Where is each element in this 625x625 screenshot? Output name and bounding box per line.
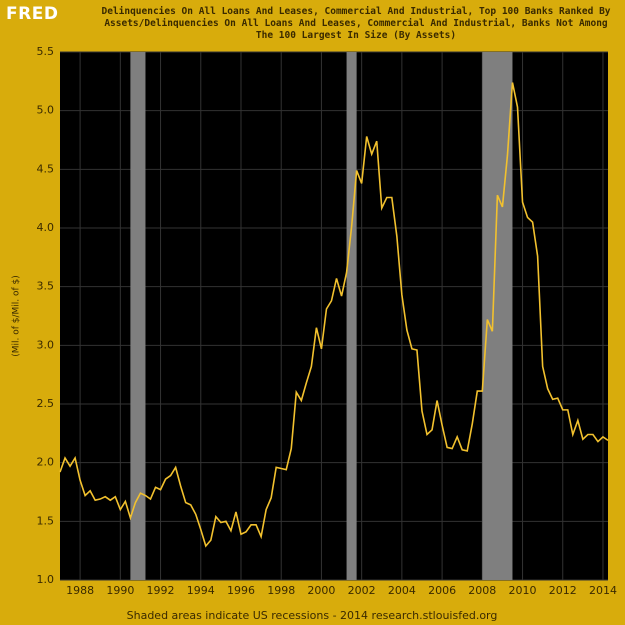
recession-band <box>482 52 513 580</box>
x-tick-label: 2008 <box>468 584 496 597</box>
y-tick-label: 3.0 <box>37 338 55 351</box>
y-tick-label: 1.5 <box>37 514 55 527</box>
y-tick-label: 2.0 <box>37 456 55 469</box>
y-tick-label: 5.5 <box>37 45 55 58</box>
x-tick-label: 1992 <box>147 584 175 597</box>
x-tick-label: 1988 <box>66 584 94 597</box>
chart-title: Delinquencies On All Loans And Leases, C… <box>101 6 611 41</box>
y-tick-label: 3.5 <box>37 280 55 293</box>
x-tick-label: 1990 <box>106 584 134 597</box>
x-tick-label: 2000 <box>307 584 335 597</box>
plot-area <box>60 52 608 580</box>
x-tick-label: 2014 <box>589 584 617 597</box>
footer: Shaded areas indicate US recessions - 20… <box>127 609 498 622</box>
logo: FRED <box>6 4 59 24</box>
x-tick-label: 2006 <box>428 584 456 597</box>
y-tick-label: 1.0 <box>37 573 55 586</box>
recession-band <box>130 52 146 580</box>
y-tick-label: 4.5 <box>37 162 55 175</box>
x-tick-label: 1996 <box>227 584 255 597</box>
x-tick-label: 1998 <box>267 584 295 597</box>
x-tick-label: 2012 <box>549 584 577 597</box>
x-tick-label: 2002 <box>348 584 376 597</box>
x-tick-label: 2004 <box>388 584 416 597</box>
x-tick-label: 2010 <box>509 584 537 597</box>
y-tick-label: 4.0 <box>37 221 55 234</box>
data-line <box>59 82 609 548</box>
x-tick-label: 1994 <box>187 584 215 597</box>
y-axis-label: (Mil. of $/Mil. of $) <box>12 275 22 357</box>
y-tick-label: 5.0 <box>37 104 55 117</box>
y-tick-label: 2.5 <box>37 397 55 410</box>
recession-band <box>346 52 357 580</box>
